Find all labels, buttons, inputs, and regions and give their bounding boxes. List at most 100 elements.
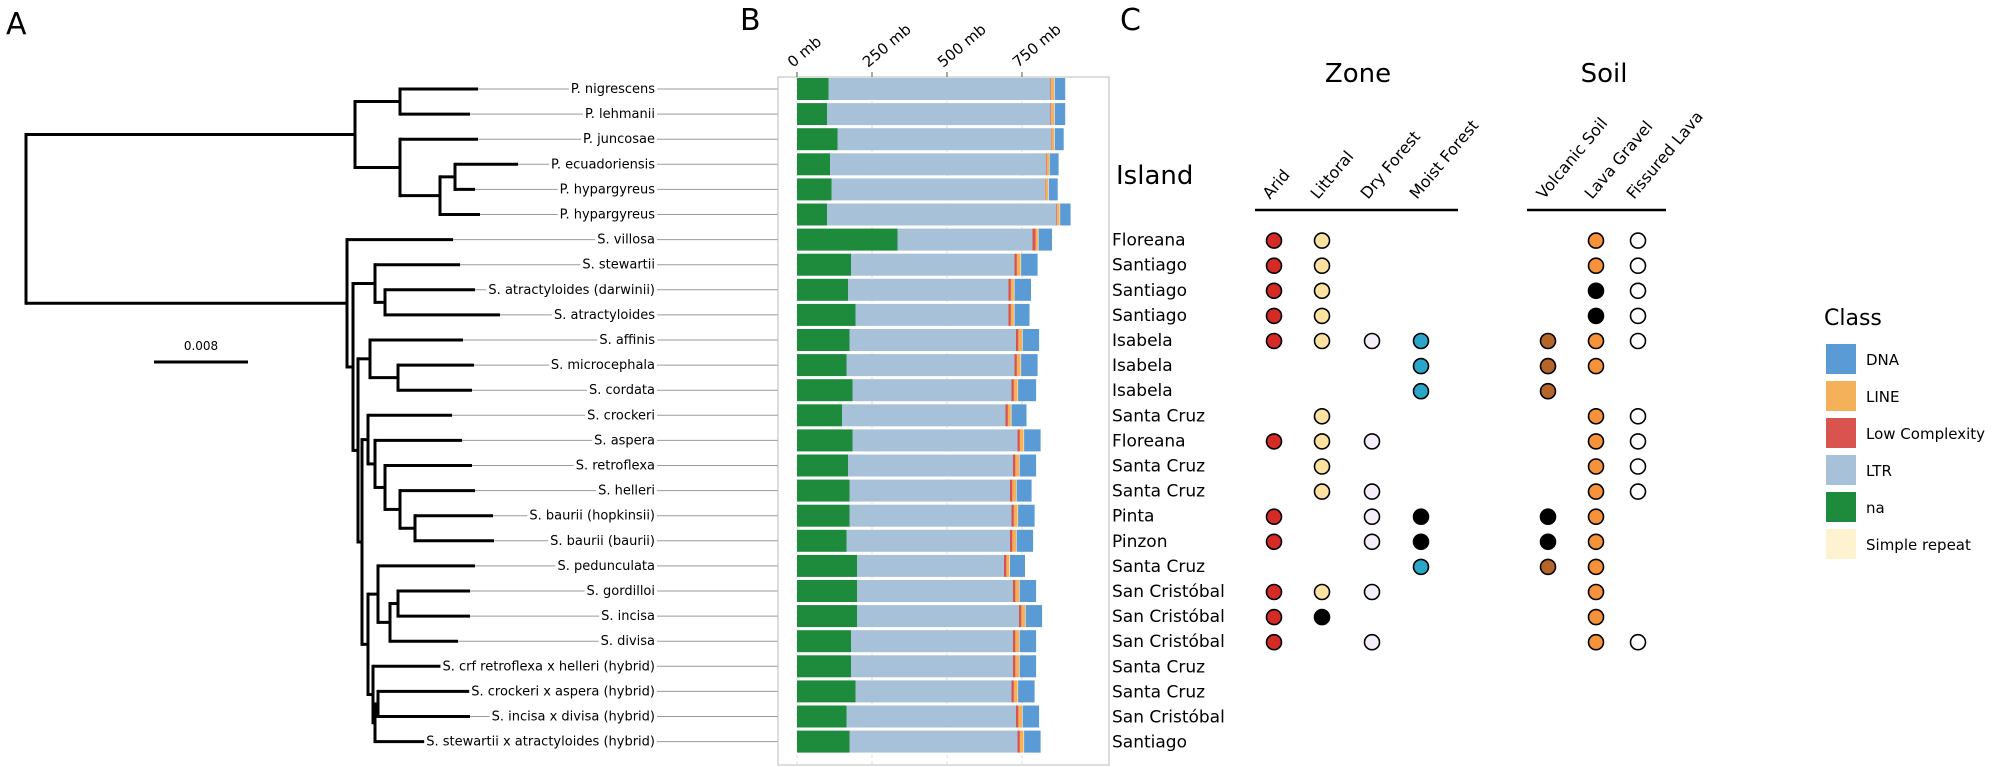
bar-segment-na bbox=[797, 404, 842, 427]
habitat-dot-lava-gravel bbox=[1587, 332, 1605, 350]
bar-segment-simple-repeat bbox=[1048, 178, 1049, 201]
habitat-dot-arid bbox=[1265, 608, 1283, 626]
habitat-dot-littoral bbox=[1313, 583, 1331, 601]
habitat-dot-littoral bbox=[1313, 608, 1331, 626]
habitat-dot-volcanic-soil bbox=[1539, 382, 1557, 400]
bar-segment-low-complexity bbox=[1051, 128, 1052, 151]
taxon-label: S. villosa bbox=[597, 233, 655, 248]
habitat-dot-arid bbox=[1265, 257, 1283, 275]
taxon-label: S. retroflexa bbox=[576, 459, 655, 474]
bar-segment-low-complexity bbox=[1004, 554, 1007, 577]
habitat-dot-lava-gravel bbox=[1587, 558, 1605, 576]
bar-segment-line bbox=[1045, 178, 1049, 201]
bar-segment-simple-repeat bbox=[1017, 680, 1019, 703]
bar-segment-simple-repeat bbox=[1020, 253, 1022, 276]
habitat-dot-littoral bbox=[1313, 307, 1331, 325]
taxon-label: S. crockeri bbox=[587, 408, 655, 423]
taxon-label: S. crf retroflexa x helleri (hybrid) bbox=[442, 659, 655, 674]
bar-segment-na bbox=[797, 680, 856, 703]
bar-segment-ltr bbox=[849, 329, 1016, 351]
bar-segment-simple-repeat bbox=[1049, 153, 1050, 176]
bar-segment-simple-repeat bbox=[1017, 504, 1019, 527]
taxon-label-backdrop bbox=[486, 282, 657, 298]
bar-segment-line bbox=[1013, 379, 1018, 402]
bar-segment-line bbox=[1015, 630, 1019, 653]
island-label: Santa Cruz bbox=[1112, 557, 1205, 577]
bar-segment-ltr bbox=[848, 278, 1009, 301]
bar-segment-ltr bbox=[827, 103, 1051, 126]
bar-segment-simple-repeat bbox=[1013, 303, 1015, 326]
bar-segment-low-complexity bbox=[1014, 253, 1017, 276]
bar-segment-low-complexity bbox=[1016, 329, 1019, 351]
taxon-label: S. affinis bbox=[599, 333, 655, 348]
x-tick-label: 0 mb bbox=[784, 33, 825, 72]
bar-segment-dna bbox=[1048, 178, 1058, 201]
legend-label: DNA bbox=[1866, 351, 1900, 369]
habitat-dot-volcanic-soil bbox=[1539, 558, 1557, 576]
bar-segment-line bbox=[1012, 479, 1016, 502]
taxon-label-backdrop bbox=[555, 558, 657, 574]
taxon-label: P. nigrescens bbox=[571, 82, 655, 97]
habitat-dot-lava-gravel bbox=[1587, 257, 1605, 275]
bar-segment-low-complexity bbox=[1008, 303, 1011, 326]
habitat-dot-littoral bbox=[1313, 483, 1331, 500]
bar-segment-line bbox=[1013, 504, 1018, 527]
bar-segment-low-complexity bbox=[1013, 454, 1016, 477]
scale-bar-label: 0.008 bbox=[184, 339, 218, 353]
phylogenetic-tree bbox=[24, 87, 518, 744]
habitat-dot-fissured-lava bbox=[1629, 307, 1647, 325]
island-label: Floreana bbox=[1112, 231, 1186, 251]
habitat-dot-fissured-lava bbox=[1629, 458, 1647, 475]
taxon-label-backdrop bbox=[557, 207, 658, 223]
bar-segment-simple-repeat bbox=[1054, 128, 1055, 151]
habitat-dot-dry-forest bbox=[1363, 433, 1381, 450]
habitat-dot-littoral bbox=[1313, 257, 1331, 275]
taxon-label: P. juncosae bbox=[583, 132, 655, 147]
taxon-label: S. helleri bbox=[598, 484, 655, 499]
taxon-label: S. aspera bbox=[594, 433, 655, 448]
taxon-label-backdrop bbox=[557, 182, 658, 198]
bar-segment-dna bbox=[1054, 78, 1066, 100]
bar-segment-simple-repeat bbox=[1059, 203, 1061, 226]
habitat-dot-dry-forest bbox=[1363, 533, 1381, 551]
bar-segment-ltr bbox=[855, 680, 1012, 703]
island-labels: Floreana Santiago Santiago Santiago Isabela I… bbox=[1112, 231, 1225, 753]
taxon-label: S. stewartii x atractyloides (hybrid) bbox=[426, 735, 655, 750]
taxon-label: S. incisa x divisa (hybrid) bbox=[492, 710, 655, 725]
legend-label: Low Complexity bbox=[1866, 425, 1985, 443]
habitat-dot-dry-forest bbox=[1363, 633, 1381, 651]
taxon-label: S. microcephala bbox=[551, 358, 655, 373]
bar-segment-na bbox=[797, 554, 857, 577]
bar-segment-dna bbox=[1019, 580, 1037, 602]
bar-segment-simple-repeat bbox=[1054, 103, 1055, 126]
bar-segment-low-complexity bbox=[1050, 103, 1052, 126]
stacked-bars bbox=[797, 78, 1071, 753]
bar-segment-dna bbox=[1010, 554, 1025, 577]
panel-label-c: C bbox=[1120, 3, 1141, 38]
bar-segment-ltr bbox=[851, 655, 1013, 678]
bar-segment-na bbox=[797, 153, 830, 176]
bar-segment-line bbox=[1010, 278, 1014, 301]
bar-segment-na bbox=[797, 454, 848, 477]
bar-segment-dna bbox=[1038, 228, 1052, 251]
bar-segment-ltr bbox=[846, 705, 1016, 728]
habitat-dot-arid bbox=[1265, 232, 1283, 249]
bar-segment-low-complexity bbox=[1011, 504, 1014, 527]
bar-segment-low-complexity bbox=[1013, 580, 1016, 602]
habitat-dot-arid bbox=[1265, 508, 1283, 526]
bar-segment-na bbox=[797, 329, 850, 351]
bar-segment-na bbox=[797, 228, 898, 251]
habitat-dot-arid bbox=[1265, 433, 1283, 450]
taxon-label-backdrop bbox=[568, 82, 658, 97]
bar-segment-dna bbox=[1016, 529, 1034, 552]
bar-segment-line bbox=[1019, 429, 1024, 452]
bar-segment-low-complexity bbox=[1050, 78, 1052, 100]
habitat-dot-fissured-lava bbox=[1629, 433, 1647, 450]
bar-segment-ltr bbox=[849, 730, 1018, 753]
bar-segment-dna bbox=[1025, 605, 1043, 628]
habitat-dot-fissured-lava bbox=[1629, 407, 1647, 425]
bar-segment-ltr bbox=[852, 429, 1018, 452]
island-header: Island bbox=[1116, 161, 1193, 191]
bar-segment-dna bbox=[1024, 429, 1041, 452]
island-label: San Cristóbal bbox=[1112, 708, 1225, 728]
